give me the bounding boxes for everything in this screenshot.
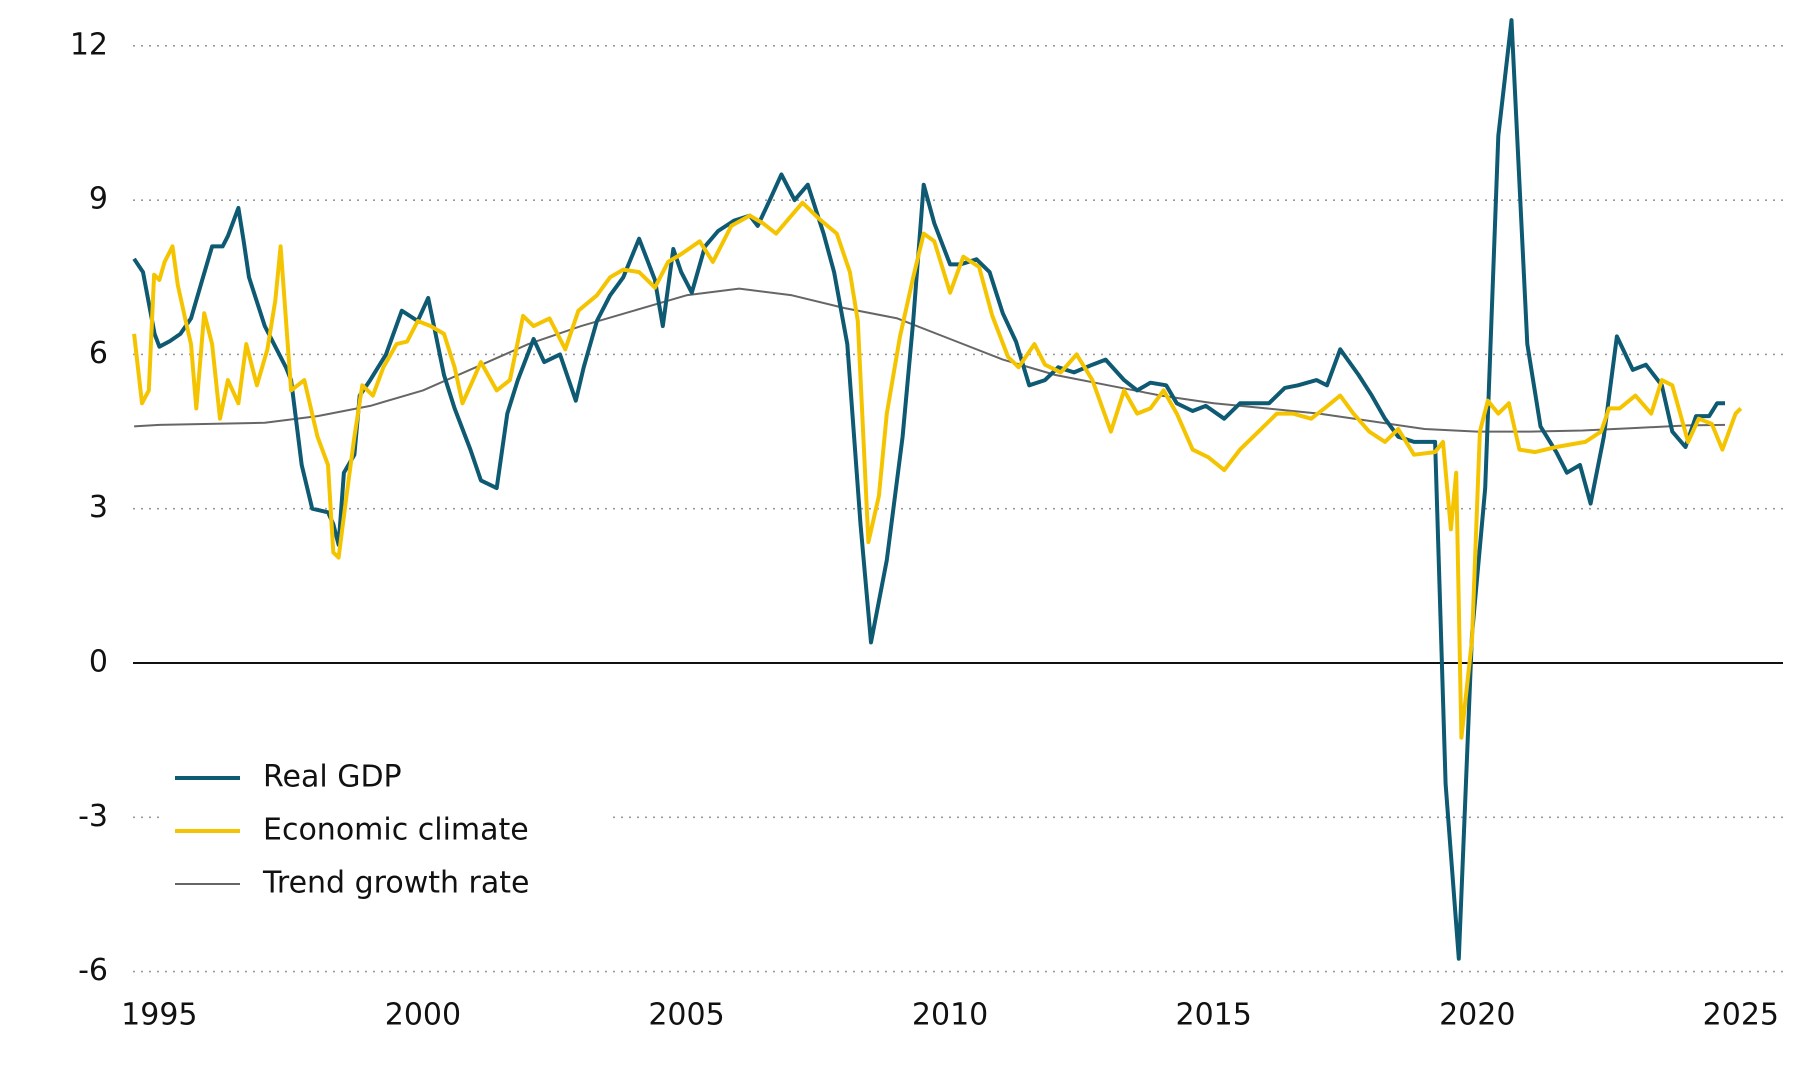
legend-background xyxy=(160,760,610,929)
y-tick-label: 9 xyxy=(89,182,108,217)
y-tick-label: 0 xyxy=(89,645,108,680)
series-line xyxy=(132,200,1743,740)
x-tick-label: 2015 xyxy=(1175,998,1251,1033)
y-tick-label: 3 xyxy=(89,490,108,525)
y-tick-label: 6 xyxy=(89,336,108,371)
series-line xyxy=(134,287,1726,433)
y-tick-label: -3 xyxy=(78,799,108,834)
x-tick-label: 2005 xyxy=(648,998,724,1033)
series-line xyxy=(132,18,1725,961)
y-tick-label: 12 xyxy=(70,27,108,62)
legend-label: Trend growth rate xyxy=(262,866,530,901)
y-tick-label: -6 xyxy=(78,953,108,988)
x-tick-label: 2020 xyxy=(1439,998,1515,1033)
x-tick-label: 2010 xyxy=(912,998,988,1033)
legend: Real GDP Economic climate Trend growth rat… xyxy=(160,760,610,929)
legend-label: Real GDP xyxy=(263,760,402,795)
x-tick-label: 2000 xyxy=(385,998,461,1033)
x-tick-label: 2025 xyxy=(1703,998,1779,1033)
legend-label: Economic climate xyxy=(263,813,529,848)
x-tick-label: 1995 xyxy=(121,998,197,1033)
